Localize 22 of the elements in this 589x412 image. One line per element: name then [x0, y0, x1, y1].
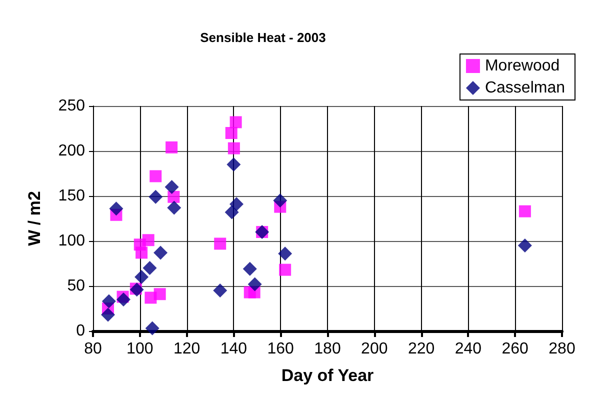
- x-tick-label: 200: [361, 340, 388, 358]
- x-tick-label: 160: [267, 340, 294, 358]
- x-tick-label: 120: [173, 340, 200, 358]
- y-tick-label: 250: [58, 98, 86, 114]
- x-tick-label: 260: [502, 340, 529, 358]
- legend-label: Casselman: [484, 80, 565, 96]
- y-tick-label: 0: [76, 322, 86, 340]
- x-tick-label: 280: [548, 340, 576, 358]
- x-tick-label: 80: [84, 340, 102, 358]
- x-tick-label: 100: [126, 340, 154, 358]
- y-tick-label: 50: [67, 278, 86, 294]
- y-axis-title: W / m2: [25, 191, 44, 246]
- y-tick-label: 100: [58, 232, 86, 250]
- x-tick-label: 140: [220, 340, 248, 358]
- legend-label: Morewood: [484, 58, 560, 74]
- x-tick-label: 220: [408, 340, 435, 358]
- x-tick-label: 240: [454, 340, 482, 358]
- x-axis-title: Day of Year: [281, 366, 374, 385]
- y-tick-label: 150: [58, 188, 86, 204]
- x-tick-label: 180: [314, 340, 341, 358]
- chart-title: Sensible Heat - 2003: [200, 30, 326, 45]
- y-tick-label: 200: [58, 142, 86, 160]
